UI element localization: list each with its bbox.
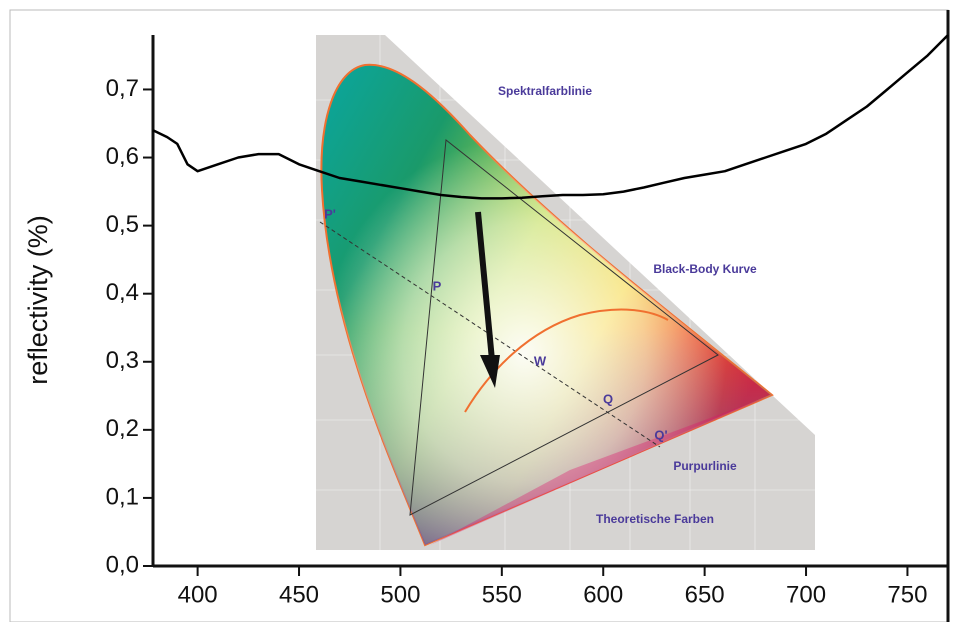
y-tick-label: 0,3: [106, 347, 139, 374]
y-tick-label: 0,1: [106, 483, 139, 510]
inset-diagram: [316, 35, 815, 550]
x-tick-label: 500: [380, 581, 420, 608]
annotation: Spektralfarblinie: [498, 84, 592, 98]
y-tick-label: 0,4: [106, 279, 139, 306]
locus-white: [321, 64, 772, 546]
annotation: P: [433, 278, 442, 293]
annotation: Q: [603, 391, 613, 406]
y-tick-label: 0,5: [106, 211, 139, 238]
x-tick-label: 700: [786, 581, 826, 608]
x-tick-label: 650: [685, 581, 725, 608]
gamut-triangle: [409, 139, 719, 516]
arrow-shaft: [475, 211, 495, 361]
reflectivity-line: [152, 34, 949, 200]
black-body-curve: [464, 308, 669, 413]
annotation: Q': [654, 427, 667, 442]
x-tick-label: 600: [583, 581, 623, 608]
x-tick-label: 450: [279, 581, 319, 608]
annotation: W: [534, 353, 547, 368]
purple-band: [430, 395, 772, 545]
x-tick-label: 750: [887, 581, 927, 608]
y-tick-label: 0,6: [106, 143, 139, 170]
y-axis-label: reflectivity (%): [23, 215, 53, 385]
y-tick-label: 0,7: [106, 75, 139, 102]
y-tick-label: 0,2: [106, 415, 139, 442]
x-tick-label: 400: [178, 581, 218, 608]
annotation: Theoretische Farben: [596, 512, 714, 526]
x-tick-label: 550: [482, 581, 522, 608]
annotation: P': [324, 206, 336, 221]
annotation: Purpurlinie: [673, 459, 737, 473]
arrow-head: [480, 355, 500, 388]
annotation: Black-Body Kurve: [653, 262, 757, 276]
y-tick-label: 0,0: [106, 551, 139, 578]
inset-cut: [385, 35, 815, 435]
